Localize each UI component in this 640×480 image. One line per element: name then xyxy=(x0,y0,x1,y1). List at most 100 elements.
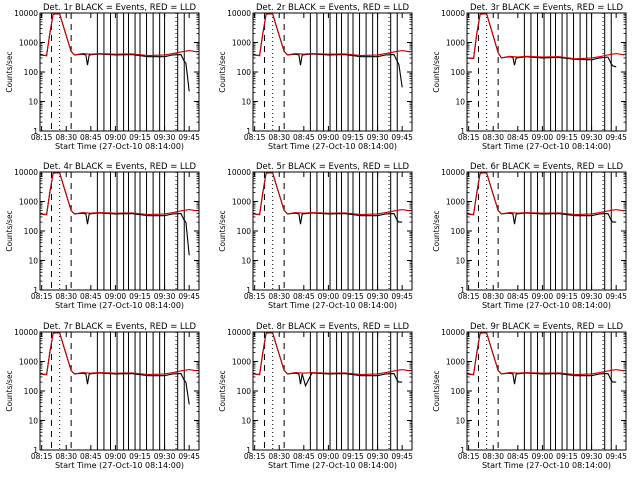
chart-3-ytick-label-0: 1 xyxy=(33,286,38,295)
chart-7-ytick-label-2: 100 xyxy=(237,387,252,396)
chart-6-xlabel: Start Time (27-Oct-10 08:14:00) xyxy=(55,461,184,470)
chart-8-ytick-label-2: 100 xyxy=(451,387,466,396)
chart-6-series-1 xyxy=(39,332,198,376)
chart-2-series-1 xyxy=(466,13,625,60)
chart-0-xtick-label-2: 08:45 xyxy=(80,133,102,142)
chart-2-xtick-label-6: 09:45 xyxy=(605,133,627,142)
chart-3-xtick-label-2: 08:45 xyxy=(80,292,102,301)
chart-8-ytick-label-3: 1000 xyxy=(446,358,465,367)
chart-2-ytick-label-1: 10 xyxy=(455,98,465,107)
chart-7-ylabel: Counts/sec xyxy=(218,370,227,411)
chart-4-xtick-label-5: 09:30 xyxy=(367,292,389,301)
chart-0-frame xyxy=(39,12,200,132)
chart-4-xtick-label-1: 08:30 xyxy=(268,292,290,301)
chart-0-xtick-label-6: 09:45 xyxy=(178,133,200,142)
chart-2-ylabel: Counts/sec xyxy=(432,51,441,92)
chart-3-ylabel: Counts/sec xyxy=(5,210,14,251)
chart-7-xlabel: Start Time (27-Oct-10 08:14:00) xyxy=(268,461,397,470)
chart-2-ytick-label-3: 1000 xyxy=(446,39,465,48)
chart-8-xtick-label-1: 08:30 xyxy=(482,452,504,461)
chart-0-ytick-label-3: 1000 xyxy=(19,39,38,48)
chart-7-xtick-label-3: 09:00 xyxy=(318,452,340,461)
chart-5-ytick-label-1: 10 xyxy=(455,257,465,266)
chart-4-xtick-label-3: 09:00 xyxy=(318,292,340,301)
chart-8-series-1 xyxy=(466,332,625,376)
chart-3-xtick-label-4: 09:15 xyxy=(129,292,151,301)
chart-2-title: Det. 3r BLACK = Events, RED = LLD xyxy=(470,3,624,13)
chart-4-xtick-label-4: 09:15 xyxy=(342,292,364,301)
chart-5-xtick-label-1: 08:30 xyxy=(482,292,504,301)
chart-5-xtick-label-5: 09:30 xyxy=(581,292,603,301)
chart-6-title: Det. 7r BLACK = Events, RED = LLD xyxy=(43,322,197,332)
chart-5-xtick-label-6: 09:45 xyxy=(605,292,627,301)
chart-4-ytick-label-2: 100 xyxy=(237,227,252,236)
chart-8-xtick-label-6: 09:45 xyxy=(605,452,627,461)
chart-3-xtick-label-5: 09:30 xyxy=(154,292,176,301)
chart-1-xtick-label-6: 09:45 xyxy=(391,133,413,142)
chart-8-xtick-label-4: 09:15 xyxy=(556,452,578,461)
chart-3-panel: Det. 4r BLACK = Events, RED = LLD 08:15 08… xyxy=(5,162,200,310)
chart-2-frame xyxy=(466,12,627,132)
chart-5-frame xyxy=(466,171,627,291)
chart-0-panel: Det. 1r BLACK = Events, RED = LLD 08:15 08… xyxy=(5,3,200,151)
chart-6-ytick-label-4: 10000 xyxy=(14,328,38,337)
chart-4-xlabel: Start Time (27-Oct-10 08:14:00) xyxy=(268,301,397,310)
chart-8-ytick-label-4: 10000 xyxy=(441,328,465,337)
chart-3-ytick-label-1: 10 xyxy=(28,257,38,266)
chart-7-ytick-label-1: 10 xyxy=(241,417,251,426)
chart-5-ytick-label-0: 1 xyxy=(460,286,465,295)
chart-5-title: Det. 6r BLACK = Events, RED = LLD xyxy=(470,162,624,172)
chart-1-xtick-label-1: 08:30 xyxy=(268,133,290,142)
chart-7-xtick-label-0: 08:15 xyxy=(244,452,266,461)
chart-0-series-1 xyxy=(39,13,198,57)
chart-5-xtick-label-3: 09:00 xyxy=(532,292,554,301)
chart-7-xtick-label-5: 09:30 xyxy=(367,452,389,461)
chart-3-xtick-label-0: 08:15 xyxy=(31,292,53,301)
chart-8-xlabel: Start Time (27-Oct-10 08:14:00) xyxy=(482,461,611,470)
chart-2-xlabel: Start Time (27-Oct-10 08:14:00) xyxy=(482,142,611,151)
chart-5-series-1 xyxy=(466,172,625,216)
chart-0-ylabel: Counts/sec xyxy=(5,51,14,92)
chart-6-ytick-label-0: 1 xyxy=(33,446,38,455)
chart-7-xtick-label-4: 09:15 xyxy=(342,452,364,461)
chart-1-xtick-label-2: 08:45 xyxy=(293,133,315,142)
chart-3-ytick-label-2: 100 xyxy=(24,227,39,236)
chart-4-series-1 xyxy=(252,172,411,216)
chart-0-xtick-label-5: 09:30 xyxy=(154,133,176,142)
chart-6-xtick-label-6: 09:45 xyxy=(178,452,200,461)
chart-5-xlabel: Start Time (27-Oct-10 08:14:00) xyxy=(482,301,611,310)
chart-3-series-1 xyxy=(39,172,198,216)
chart-1-xtick-label-5: 09:30 xyxy=(367,133,389,142)
chart-1-ytick-label-4: 10000 xyxy=(227,9,251,18)
chart-0-title: Det. 1r BLACK = Events, RED = LLD xyxy=(43,3,197,13)
chart-3-ytick-label-4: 10000 xyxy=(14,168,38,177)
chart-2-xtick-label-4: 09:15 xyxy=(556,133,578,142)
chart-6-xtick-label-1: 08:30 xyxy=(55,452,77,461)
chart-2-ytick-label-0: 1 xyxy=(460,127,465,136)
chart-8-ytick-label-0: 1 xyxy=(460,446,465,455)
chart-8-title: Det. 9r BLACK = Events, RED = LLD xyxy=(470,322,624,332)
chart-8-xtick-label-3: 09:00 xyxy=(532,452,554,461)
chart-8-ylabel: Counts/sec xyxy=(432,370,441,411)
chart-1-ytick-label-0: 1 xyxy=(246,127,251,136)
chart-1-ytick-label-1: 10 xyxy=(241,98,251,107)
chart-7-title: Det. 8r BLACK = Events, RED = LLD xyxy=(256,322,410,332)
chart-1-frame xyxy=(252,12,413,132)
chart-8-xtick-label-2: 08:45 xyxy=(507,452,529,461)
chart-3-title: Det. 4r BLACK = Events, RED = LLD xyxy=(43,162,197,172)
chart-6-frame xyxy=(39,331,200,451)
chart-1-xlabel: Start Time (27-Oct-10 08:14:00) xyxy=(268,142,397,151)
chart-7-ytick-label-0: 1 xyxy=(246,446,251,455)
chart-0-xtick-label-0: 08:15 xyxy=(31,133,53,142)
chart-1-xtick-label-0: 08:15 xyxy=(244,133,266,142)
chart-5-xtick-label-4: 09:15 xyxy=(556,292,578,301)
chart-2-ytick-label-4: 10000 xyxy=(441,9,465,18)
chart-1-ytick-label-2: 100 xyxy=(237,68,252,77)
chart-2-xtick-label-2: 08:45 xyxy=(507,133,529,142)
chart-3-frame xyxy=(39,171,200,291)
chart-1-xtick-label-4: 09:15 xyxy=(342,133,364,142)
chart-4-ytick-label-1: 10 xyxy=(241,257,251,266)
